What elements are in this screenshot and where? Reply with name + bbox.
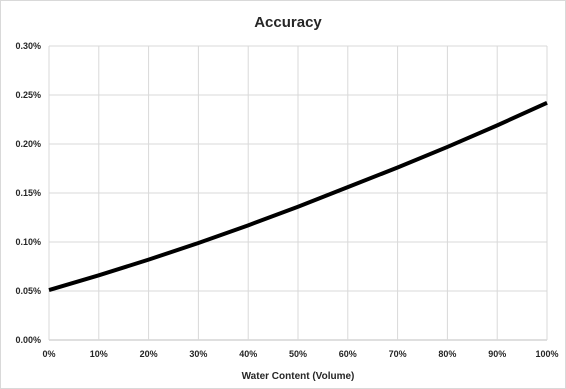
x-axis-title: Water Content (Volume): [242, 371, 355, 382]
chart-title: Accuracy: [254, 14, 322, 31]
data-point: [447, 146, 448, 147]
x-tick-label: 60%: [339, 349, 357, 359]
x-tick-label: 40%: [239, 349, 257, 359]
y-tick-label: 0.15%: [15, 188, 41, 198]
data-point: [148, 259, 149, 260]
y-tick-label: 0.20%: [15, 139, 41, 149]
x-tick-label: 10%: [90, 349, 108, 359]
tick-label-layer: 0.00% 0.05% 0.10% 0.15% 0.20% 0.25% 0.30% 0% 10%…: [15, 41, 558, 359]
data-point: [248, 225, 249, 226]
y-tick-label: 0.30%: [15, 41, 41, 51]
data-point: [497, 125, 498, 126]
data-point: [298, 206, 299, 207]
x-tick-label: 100%: [535, 349, 558, 359]
x-tick-label: 70%: [389, 349, 407, 359]
y-tick-label: 0.00%: [15, 335, 41, 345]
x-tick-label: 50%: [289, 349, 307, 359]
x-tick-label: 80%: [438, 349, 456, 359]
data-point: [49, 290, 50, 291]
data-point: [198, 242, 199, 243]
x-tick-label: 20%: [140, 349, 158, 359]
x-tick-label: 90%: [488, 349, 506, 359]
accuracy-series-line: [48, 101, 548, 292]
y-tick-label: 0.05%: [15, 286, 41, 296]
y-tick-label: 0.10%: [15, 237, 41, 247]
data-point: [347, 187, 348, 188]
series-layer: [48, 101, 548, 292]
y-tick-label: 0.25%: [15, 90, 41, 100]
grid-layer: [48, 45, 548, 341]
data-point: [98, 275, 99, 276]
x-tick-label: 0%: [42, 349, 55, 359]
data-point: [397, 167, 398, 168]
data-point: [547, 102, 548, 103]
x-tick-label: 30%: [189, 349, 207, 359]
